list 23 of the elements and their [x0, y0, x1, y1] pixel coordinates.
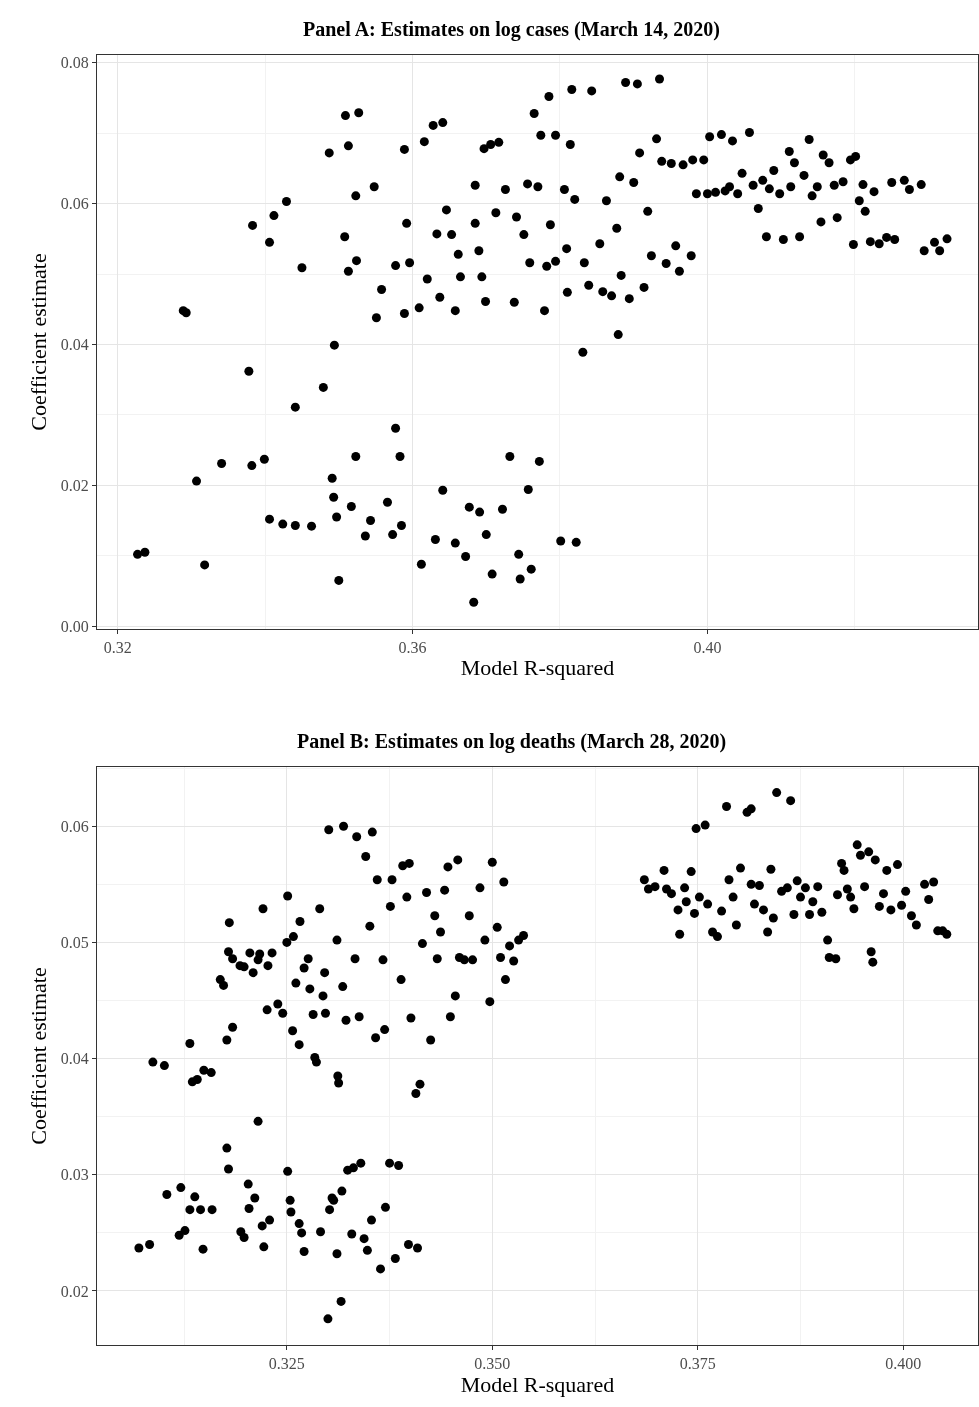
x-tick-label: 0.350: [474, 1355, 511, 1373]
y-tick-label: 0.08: [60, 54, 89, 72]
x-tick-label: 0.375: [679, 1355, 716, 1373]
y-tick-label: 0.05: [60, 934, 89, 952]
chart-title: Panel A: Estimates on log cases (March 14, 2020): [303, 18, 720, 41]
y-tick-label: 0.06: [60, 195, 89, 213]
x-axis-title: Model R-squared: [460, 1372, 615, 1398]
y-axis-title: Coefficient estimate: [25, 253, 51, 431]
x-tick-label: 0.400: [885, 1355, 922, 1373]
chart-title: Panel B: Estimates on log deaths (March 28, 2020): [297, 730, 727, 753]
y-tick-label: 0.03: [60, 1166, 89, 1184]
y-tick-label: 0.00: [60, 617, 89, 635]
y-tick-label: 0.02: [60, 476, 89, 494]
y-tick-label: 0.04: [60, 336, 89, 354]
x-tick-label: 0.32: [103, 639, 132, 657]
y-tick-label: 0.04: [60, 1050, 89, 1068]
y-axis-title: Coefficient estimate: [25, 967, 51, 1145]
x-axis-title: Model R-squared: [460, 655, 615, 681]
x-tick-label: 0.36: [398, 639, 427, 657]
y-tick-label: 0.02: [60, 1282, 89, 1300]
x-tick-label: 0.325: [268, 1355, 305, 1373]
x-tick-label: 0.40: [693, 639, 722, 657]
y-tick-label: 0.06: [60, 817, 89, 835]
